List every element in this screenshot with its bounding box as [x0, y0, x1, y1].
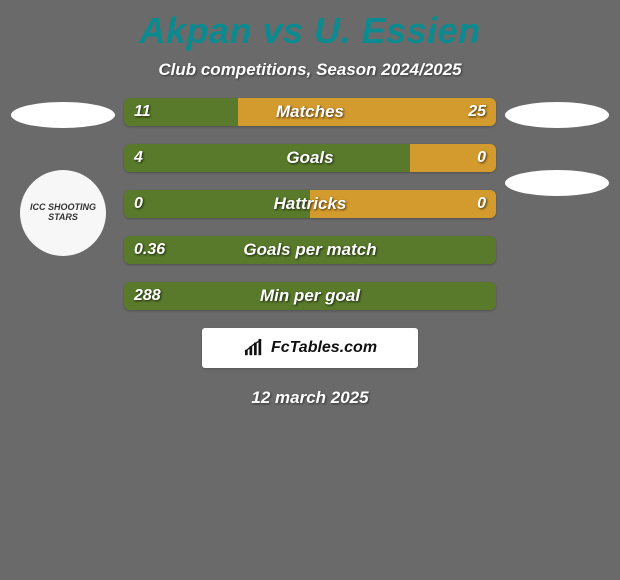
stat-bar-left — [124, 98, 238, 126]
stat-bar-right — [238, 98, 496, 126]
stat-row: Goals40 — [124, 144, 496, 172]
page-subtitle: Club competitions, Season 2024/2025 — [158, 60, 461, 80]
stat-bars-column: Matches1125 Goals40 Hattricks00 Goals per m… — [120, 98, 500, 310]
brand-badge: FcTables.com — [202, 328, 418, 368]
stat-bar-left — [124, 144, 410, 172]
stat-row: Min per goal288 — [124, 282, 496, 310]
comparison-content: ICC SHOOTING STARS Matches1125 Goals40 Hat… — [0, 98, 620, 310]
stat-bar-right — [310, 190, 496, 218]
left-club-badge-text: ICC SHOOTING STARS — [20, 203, 106, 223]
right-club-column — [500, 98, 614, 310]
page-title: Akpan vs U. Essien — [139, 10, 480, 52]
right-club-ellipse-1 — [505, 102, 609, 128]
stat-row: Matches1125 — [124, 98, 496, 126]
stat-bar-left — [124, 190, 310, 218]
left-club-ellipse — [11, 102, 115, 128]
stat-row: Hattricks00 — [124, 190, 496, 218]
stat-bar-right — [410, 144, 496, 172]
stat-bar-left — [124, 282, 496, 310]
stat-row: Goals per match0.36 — [124, 236, 496, 264]
brand-text: FcTables.com — [271, 339, 377, 357]
right-club-ellipse-2 — [505, 170, 609, 196]
bar-chart-icon — [243, 339, 265, 357]
left-club-column: ICC SHOOTING STARS — [6, 98, 120, 310]
date-text: 12 march 2025 — [251, 388, 368, 408]
stat-bar-left — [124, 236, 496, 264]
left-club-badge: ICC SHOOTING STARS — [20, 170, 106, 256]
